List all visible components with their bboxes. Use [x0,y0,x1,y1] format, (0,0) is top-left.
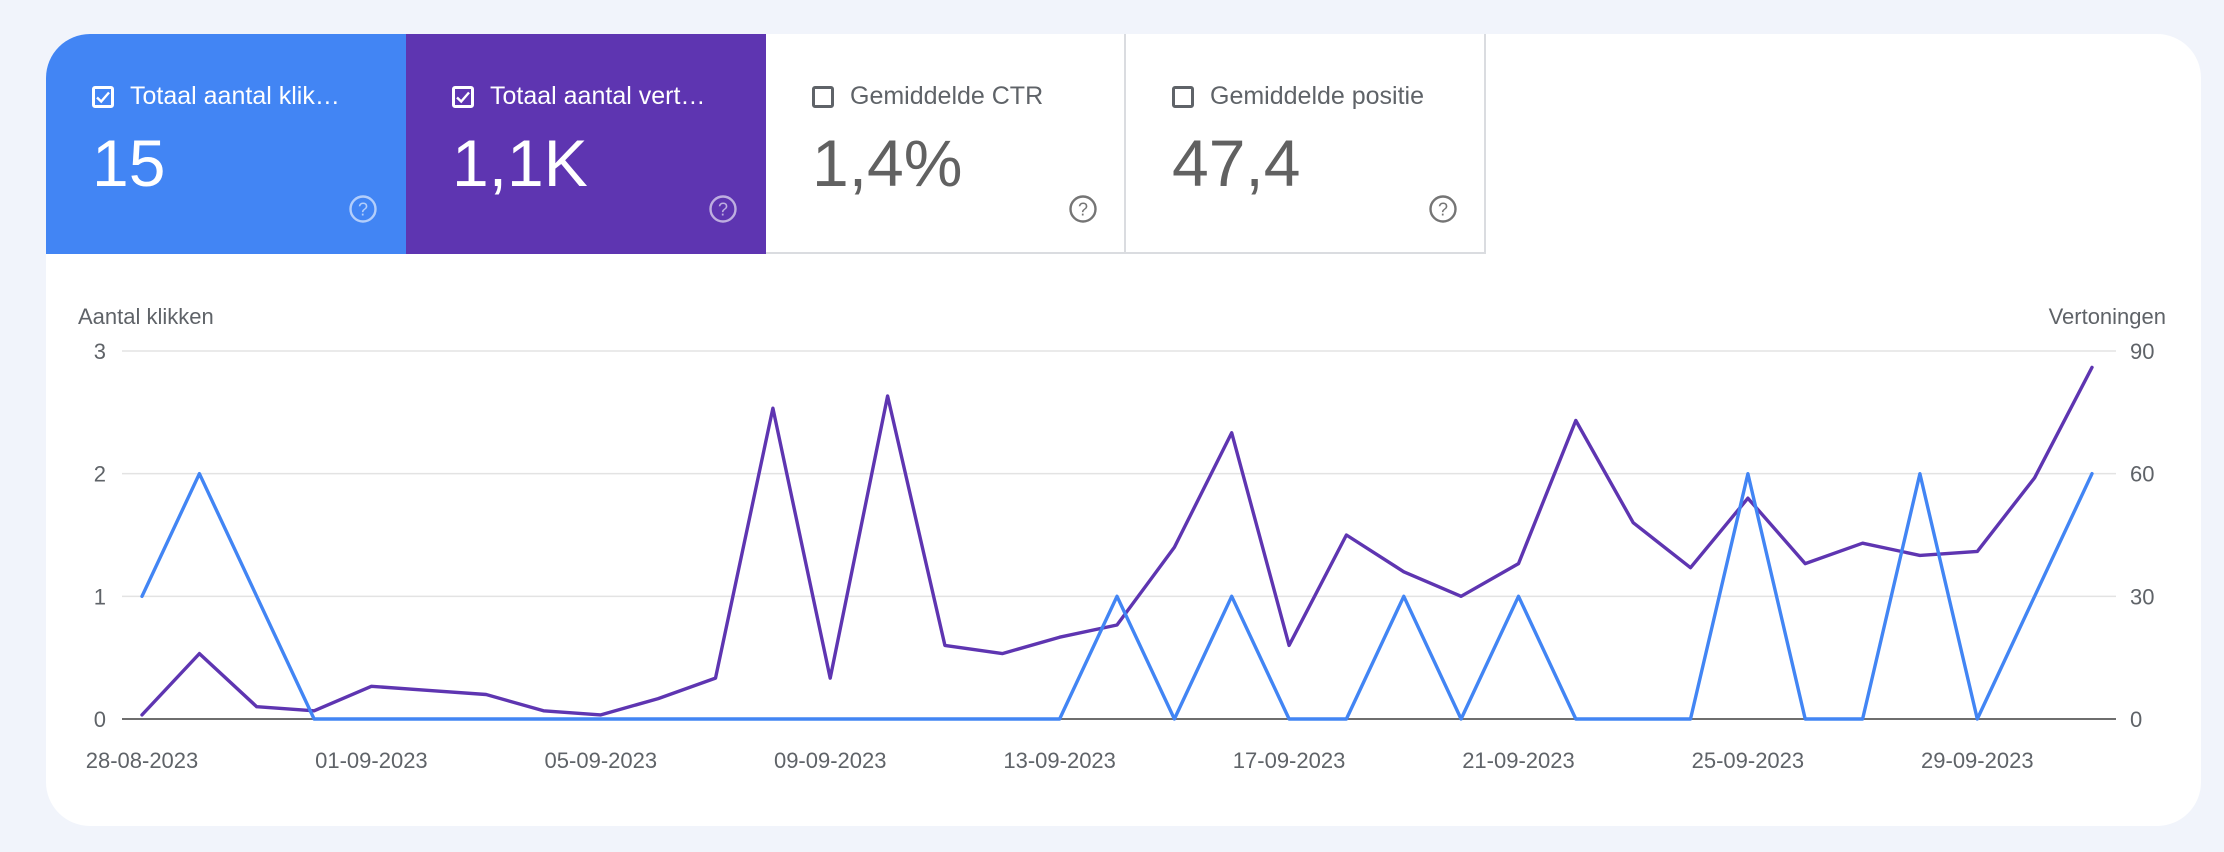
x-tick-label: 13-09-2023 [1003,748,1116,773]
y-axis-right-title: Vertoningen [2049,304,2166,329]
y-tick-label-right: 60 [2130,462,2154,487]
x-tick-label: 29-09-2023 [1921,748,2034,773]
y-axis-left-title: Aantal klikken [78,304,214,329]
x-tick-label: 28-08-2023 [86,748,199,773]
y-tick-label-right: 0 [2130,707,2142,732]
metric-value: 47,4 [1172,126,1301,200]
help-icon[interactable]: ? [1428,194,1458,224]
x-tick-label: 09-09-2023 [774,748,887,773]
x-tick-label: 05-09-2023 [545,748,658,773]
svg-text:?: ? [358,200,368,220]
y-axis-left-ticks: 0 1 2 3 [94,339,106,732]
y-axis-right-ticks: 0 30 60 90 [2130,339,2154,732]
checkbox-checked-icon[interactable] [92,85,114,108]
metric-value: 15 [92,126,166,200]
y-tick-label-left: 3 [94,339,106,364]
grid-lines [122,350,2116,720]
y-tick-label-left: 0 [94,707,106,732]
y-tick-label-right: 90 [2130,339,2154,364]
metric-label: Gemiddelde CTR [850,82,1044,110]
help-icon[interactable]: ? [708,194,738,224]
y-tick-label-right: 30 [2130,584,2154,609]
x-tick-label: 17-09-2023 [1233,748,1346,773]
help-icon[interactable]: ? [348,194,378,224]
series-line-impressions [140,365,2094,717]
svg-text:?: ? [718,200,728,220]
x-axis-ticks: 28-08-2023 01-09-2023 05-09-2023 09-09-2023… [86,748,2034,773]
checkbox-unchecked-icon[interactable] [812,85,834,108]
metric-tab-clicks[interactable]: Totaal aantal klik… 15 ? [46,34,406,254]
series-lines [140,365,2094,721]
y-tick-label-left: 2 [94,462,106,487]
checkbox-checked-icon[interactable] [452,85,474,108]
x-tick-label: 25-09-2023 [1692,748,1805,773]
metric-value: 1,1K [452,126,588,200]
metric-tab-position[interactable]: Gemiddelde positie 47,4 ? [1126,34,1486,254]
x-tick-label: 21-09-2023 [1462,748,1575,773]
help-icon[interactable]: ? [1068,194,1098,224]
svg-text:?: ? [1438,200,1448,220]
series-line-clicks [140,472,2094,721]
metric-label: Gemiddelde positie [1210,82,1425,110]
checkbox-unchecked-icon[interactable] [1172,85,1194,108]
metric-label: Totaal aantal vert… [490,82,706,110]
metric-label: Totaal aantal klik… [130,82,340,110]
metric-tabs: Totaal aantal klik… 15 ? Totaal aantal v… [46,34,1486,254]
metric-tab-impressions[interactable]: Totaal aantal vert… 1,1K ? [406,34,766,254]
svg-text:?: ? [1078,200,1088,220]
x-tick-label: 01-09-2023 [315,748,428,773]
metric-value: 1,4% [812,126,963,200]
y-tick-label-left: 1 [94,584,106,609]
metric-tab-ctr[interactable]: Gemiddelde CTR 1,4% ? [766,34,1126,254]
